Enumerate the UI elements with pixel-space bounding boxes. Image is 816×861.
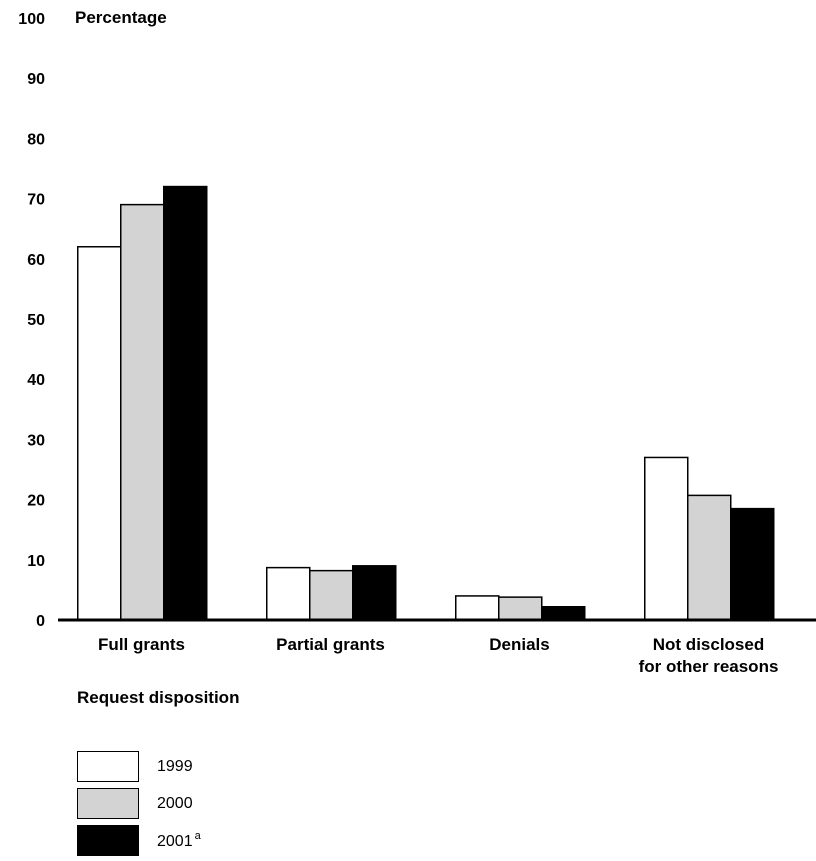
y-tick-label: 70 [27,192,45,209]
y-tick-label: 90 [27,71,45,88]
legend-label-2000: 2000 [157,794,193,812]
category-label: Partial grants [276,635,385,654]
bar-1999 [644,456,689,621]
bar-2000 [498,596,543,621]
category-label: for other reasons [639,657,779,676]
bar-2000 [120,203,165,621]
bar-2001 [352,565,397,621]
bar-2001 [163,185,208,621]
category-label: Not disclosed [653,635,764,654]
legend-swatch-2000 [77,788,139,819]
legend: 1999 2000 2001 a [77,750,201,861]
bar-2000 [309,569,354,621]
legend-item-1999: 1999 [77,750,201,783]
bar-2000 [687,494,732,621]
legend-swatch-1999 [77,751,139,782]
bar-1999 [455,595,500,621]
bar-2001 [730,507,775,621]
y-tick-label: 100 [18,11,45,28]
legend-swatch-2001 [77,825,139,856]
y-tick-labels: 0 10 20 30 40 50 60 70 80 90 100 [18,11,45,630]
y-tick-label: 60 [27,252,45,269]
legend-label-2001: 2001 a [157,830,201,851]
x-axis-label: Request disposition [77,688,240,707]
bar-2001 [541,606,586,621]
legend-item-2001: 2001 a [77,824,201,857]
footnote-marker: a [194,830,201,842]
category-label: Full grants [98,635,185,654]
bar-1999 [266,566,311,621]
y-tick-label: 0 [36,613,45,630]
y-tick-label: 30 [27,432,45,449]
legend-label-2001-year: 2001 [157,833,193,850]
y-tick-label: 50 [27,312,45,329]
y-tick-label: 80 [27,131,45,148]
legend-item-2000: 2000 [77,787,201,820]
legend-label-1999: 1999 [157,757,193,775]
category-label: Denials [489,635,549,654]
y-tick-label: 40 [27,372,45,389]
bar-chart: Percentage 0 10 20 30 40 50 60 70 80 90 100 Full g… [18,8,816,676]
bar-1999 [77,246,122,621]
y-axis-label: Percentage [75,8,167,27]
bars [77,185,775,621]
category-labels: Full grants Partial grants Denials Not disc… [98,635,778,676]
y-tick-label: 10 [27,553,45,570]
y-tick-label: 20 [27,493,45,510]
